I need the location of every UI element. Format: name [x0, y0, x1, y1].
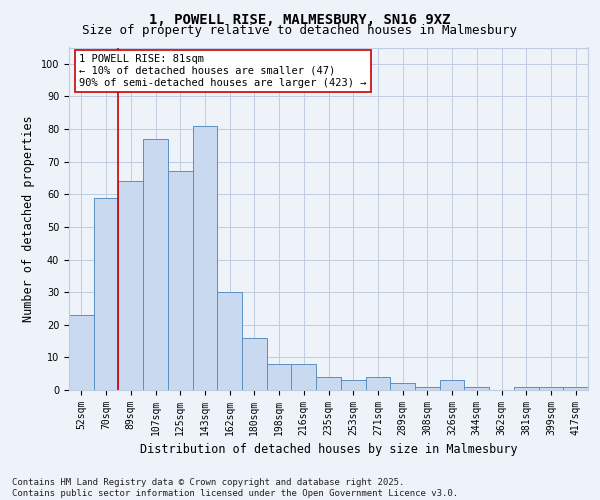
Y-axis label: Number of detached properties: Number of detached properties: [22, 116, 35, 322]
Bar: [464, 386, 489, 390]
Bar: [415, 386, 440, 390]
Text: 1, POWELL RISE, MALMESBURY, SN16 9XZ: 1, POWELL RISE, MALMESBURY, SN16 9XZ: [149, 12, 451, 26]
Bar: [563, 386, 588, 390]
Bar: [69, 315, 94, 390]
Bar: [168, 172, 193, 390]
Bar: [94, 198, 118, 390]
Bar: [316, 377, 341, 390]
Bar: [365, 377, 390, 390]
Bar: [514, 386, 539, 390]
Bar: [341, 380, 365, 390]
Bar: [390, 384, 415, 390]
Bar: [118, 181, 143, 390]
Bar: [267, 364, 292, 390]
Bar: [143, 139, 168, 390]
Bar: [217, 292, 242, 390]
Text: Contains HM Land Registry data © Crown copyright and database right 2025.
Contai: Contains HM Land Registry data © Crown c…: [12, 478, 458, 498]
Text: 1 POWELL RISE: 81sqm
← 10% of detached houses are smaller (47)
90% of semi-detac: 1 POWELL RISE: 81sqm ← 10% of detached h…: [79, 54, 367, 88]
Bar: [242, 338, 267, 390]
X-axis label: Distribution of detached houses by size in Malmesbury: Distribution of detached houses by size …: [140, 444, 517, 456]
Bar: [292, 364, 316, 390]
Bar: [539, 386, 563, 390]
Bar: [193, 126, 217, 390]
Bar: [440, 380, 464, 390]
Text: Size of property relative to detached houses in Malmesbury: Size of property relative to detached ho…: [83, 24, 517, 37]
